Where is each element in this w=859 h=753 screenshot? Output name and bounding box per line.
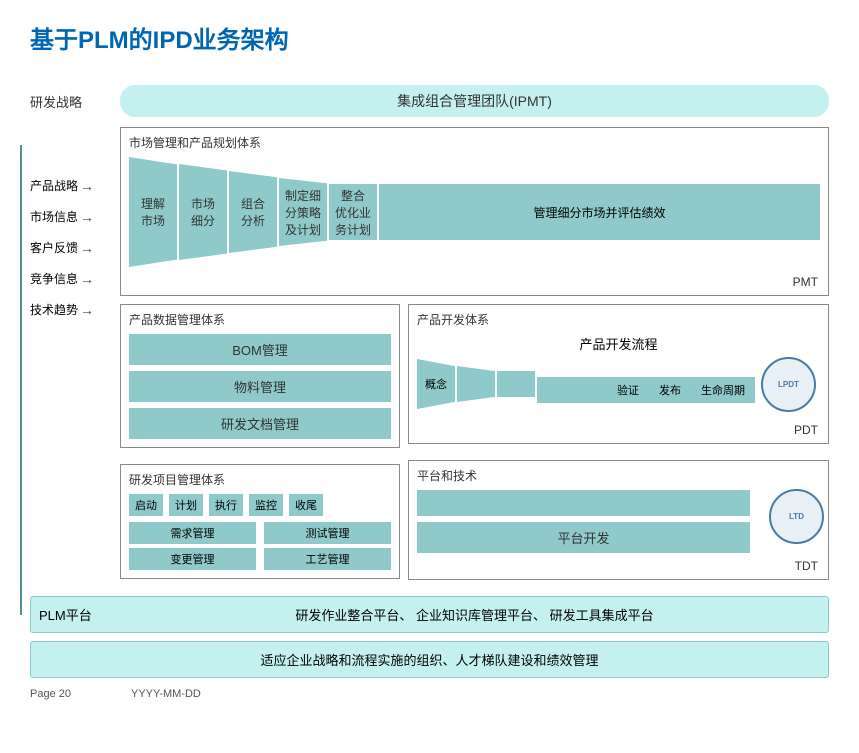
plm-platform-bar: PLM平台 研发作业整合平台、 企业知识库管理平台、 研发工具集成平台	[30, 596, 829, 633]
phase: 收尾	[289, 494, 323, 516]
section-label: 产品数据管理体系	[129, 311, 391, 328]
funnel-output: 管理细分市场并评估绩效	[379, 184, 820, 240]
market-funnel: 理解市场 市场细分 组合分析 制定细分策略及计划 整合优化业务计划 管理细分市场…	[129, 157, 820, 267]
market-section: 市场管理和产品规划体系 理解市场 市场细分 组合分析 制定细分策略及计划 整合优…	[120, 127, 829, 296]
dev-seg	[497, 371, 537, 397]
main-area: 产品战略→ 市场信息→ 客户反馈→ 竞争信息→ 技术趋势→ 市场管理和产品规划体…	[30, 127, 829, 588]
dev-seg	[457, 366, 497, 402]
funnel-seg: 制定细分策略及计划	[279, 178, 329, 246]
pdm-bar: 物料管理	[129, 371, 391, 402]
dev-bar: 验证 发布 生命周期	[537, 377, 755, 403]
top-row: 研发战略 集成组合管理团队(IPMT)	[30, 85, 829, 117]
section-label: 平台和技术	[417, 467, 820, 484]
corner-label: PMT	[793, 275, 818, 289]
phase: 监控	[249, 494, 283, 516]
page: 基于PLM的IPD业务架构 研发战略 集成组合管理团队(IPMT) 产品战略→ …	[0, 0, 859, 710]
left-inputs: 产品战略→ 市场信息→ 客户反馈→ 竞争信息→ 技术趋势→	[30, 127, 120, 588]
phase: 启动	[129, 494, 163, 516]
funnel-seg: 组合分析	[229, 171, 279, 253]
section-label: 研发项目管理体系	[129, 471, 391, 488]
lower-grid: 产品数据管理体系 BOM管理 物料管理 研发文档管理 研发项目管理体系 启动 计…	[120, 304, 829, 588]
dev-seg: 概念	[417, 359, 457, 409]
plm-label: PLM平台	[39, 605, 129, 624]
left-input: 产品战略→	[30, 177, 120, 194]
ipmt-bar: 集成组合管理团队(IPMT)	[120, 85, 829, 117]
left-input: 竞争信息→	[30, 270, 120, 287]
left-input: 客户反馈→	[30, 239, 120, 256]
pdm-section: 产品数据管理体系 BOM管理 物料管理 研发文档管理	[120, 304, 400, 448]
corner-label: TDT	[795, 559, 818, 573]
pdm-bar: BOM管理	[129, 334, 391, 365]
page-date: YYYY-MM-DD	[131, 688, 201, 700]
pm-item: 需求管理	[129, 522, 256, 544]
right-stack: 产品开发体系 产品开发流程 概念 验证 发布 生命周期	[408, 304, 829, 588]
org-text: 适应企业战略和流程实施的组织、人才梯队建设和绩效管理	[39, 650, 820, 669]
pm-phases: 启动 计划 执行 监控 收尾	[129, 494, 391, 516]
arrow-icon: →	[80, 302, 94, 318]
plm-text: 研发作业整合平台、 企业知识库管理平台、 研发工具集成平台	[129, 605, 820, 624]
platform-bar	[417, 490, 750, 516]
dev-funnel: 概念	[417, 359, 537, 409]
strategy-label: 研发战略	[30, 92, 120, 111]
arrow-icon: →	[80, 178, 94, 194]
footer: Page 20 YYYY-MM-DD	[30, 688, 829, 700]
page-number: Page 20	[30, 688, 71, 700]
left-stack: 产品数据管理体系 BOM管理 物料管理 研发文档管理 研发项目管理体系 启动 计…	[120, 304, 400, 588]
pm-item: 工艺管理	[264, 548, 391, 570]
pm-row3: 变更管理 工艺管理	[129, 548, 391, 570]
ltd-circle-icon: LTD	[769, 489, 824, 544]
funnel-stages: 理解市场 市场细分 组合分析 制定细分策略及计划 整合优化业务计划	[129, 157, 379, 267]
left-input: 市场信息→	[30, 208, 120, 225]
phase: 计划	[169, 494, 203, 516]
section-label: 产品开发体系	[417, 311, 820, 328]
arrow-icon: →	[80, 209, 94, 225]
dev-flow-label: 产品开发流程	[417, 334, 820, 353]
arrow-icon: →	[80, 271, 94, 287]
dev-section: 产品开发体系 产品开发流程 概念 验证 发布 生命周期	[408, 304, 829, 444]
left-input: 技术趋势→	[30, 301, 120, 318]
funnel-seg: 理解市场	[129, 157, 179, 267]
platform-section: 平台和技术 平台开发 LTD TDT	[408, 460, 829, 580]
pm-row2: 需求管理 测试管理	[129, 522, 391, 544]
corner-label: PDT	[794, 423, 818, 437]
phase: 执行	[209, 494, 243, 516]
page-title: 基于PLM的IPD业务架构	[30, 20, 829, 55]
pm-section: 研发项目管理体系 启动 计划 执行 监控 收尾 需求管理 测试管理	[120, 464, 400, 579]
dev-funnel-row: 概念 验证 发布 生命周期 LPDT	[417, 359, 820, 409]
pdm-bar: 研发文档管理	[129, 408, 391, 439]
pm-item: 测试管理	[264, 522, 391, 544]
org-bar: 适应企业战略和流程实施的组织、人才梯队建设和绩效管理	[30, 641, 829, 678]
pm-item: 变更管理	[129, 548, 256, 570]
section-label: 市场管理和产品规划体系	[129, 134, 820, 151]
right-col: 市场管理和产品规划体系 理解市场 市场细分 组合分析 制定细分策略及计划 整合优…	[120, 127, 829, 588]
funnel-seg: 市场细分	[179, 164, 229, 260]
lpdt-circle-icon: LPDT	[761, 357, 816, 412]
funnel-seg: 整合优化业务计划	[329, 184, 379, 240]
platform-bar: 平台开发	[417, 522, 750, 553]
connector-line	[20, 145, 22, 615]
arrow-icon: →	[80, 240, 94, 256]
